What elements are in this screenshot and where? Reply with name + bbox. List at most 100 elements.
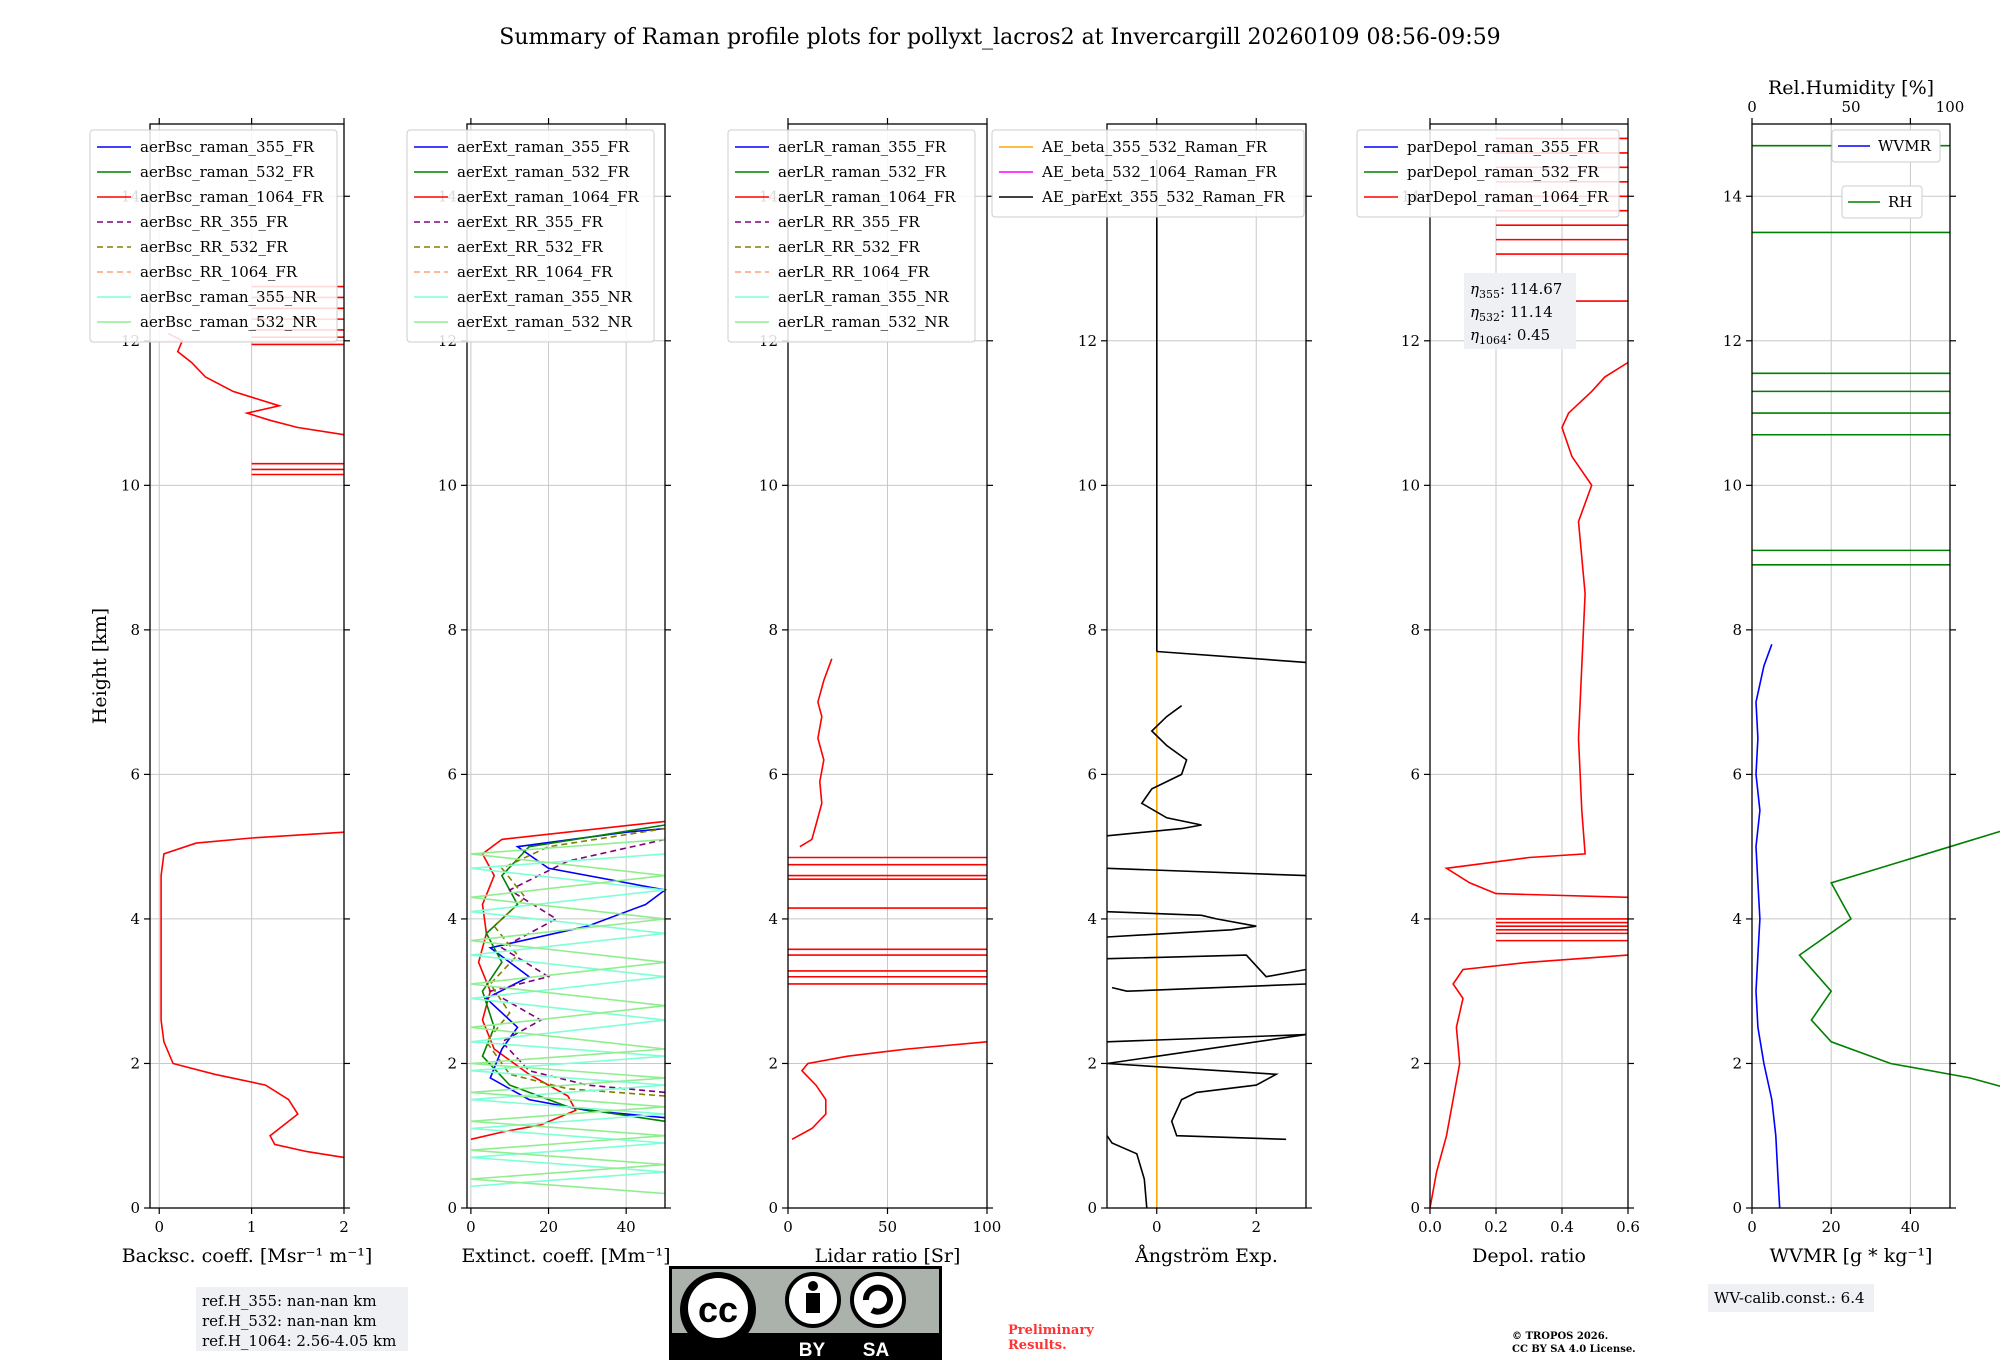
x-tick-label: 40 bbox=[617, 1218, 636, 1236]
y-tick-label: 2 bbox=[1732, 1054, 1742, 1072]
share-alike-arrow bbox=[862, 1284, 893, 1315]
legend-frame bbox=[991, 129, 1305, 218]
y-tick-label: 6 bbox=[447, 765, 457, 783]
y-tick-label: 2 bbox=[1410, 1054, 1420, 1072]
axes-frame bbox=[149, 123, 345, 1209]
eta-subscript: 355 bbox=[1479, 288, 1500, 301]
legend-label: aerBsc_raman_355_FR bbox=[140, 138, 315, 156]
series-RH bbox=[1798, 830, 2000, 1088]
legend-label: AE_parExt_355_532_Raman_FR bbox=[1041, 188, 1286, 206]
x-axis-label: WVMR [g * kg⁻¹] bbox=[1770, 1245, 1933, 1267]
legend-label: aerLR_raman_532_FR bbox=[778, 163, 947, 181]
legend-label: aerBsc_RR_1064_FR bbox=[140, 263, 298, 281]
x-tick-label: 0.0 bbox=[1418, 1218, 1442, 1236]
legend-label: aerLR_raman_355_NR bbox=[778, 288, 949, 306]
y-tick-label: 10 bbox=[1723, 476, 1742, 494]
x-tick-label: 0.4 bbox=[1550, 1218, 1574, 1236]
x-tick-label: 0.2 bbox=[1484, 1218, 1508, 1236]
cc-by-sa-badge: cc BY SA bbox=[669, 1266, 942, 1360]
legend-extinction: aerExt_raman_355_FR aerExt_raman_532_FRae… bbox=[406, 129, 655, 343]
y-tick-label: 2 bbox=[130, 1054, 140, 1072]
series-AE_parExt_355_532_Raman_FR_h bbox=[1106, 705, 1202, 837]
legend-label: aerBsc_raman_355_NR bbox=[140, 288, 317, 306]
legend-label: aerLR_RR_532_FR bbox=[778, 238, 920, 256]
y-tick-label: 12 bbox=[1401, 332, 1420, 350]
x-axis-label: Backsc. coeff. [Msr⁻¹ m⁻¹] bbox=[122, 1245, 373, 1267]
x-tick-label: 0 bbox=[1152, 1218, 1162, 1236]
legend-label: aerLR_raman_355_FR bbox=[778, 138, 947, 156]
legend-label: aerBsc_raman_532_NR bbox=[140, 313, 317, 331]
y-tick-label: 4 bbox=[447, 910, 457, 928]
legend-label: aerBsc_RR_355_FR bbox=[140, 213, 288, 231]
legend-label: aerExt_RR_532_FR bbox=[457, 238, 604, 256]
series-aerExt_RR_355_FR bbox=[488, 838, 666, 1094]
y-tick-label: 8 bbox=[1410, 621, 1420, 639]
x-tick-label: 0 bbox=[466, 1218, 476, 1236]
series-AE_parExt_355_532_Raman_FR_f bbox=[1106, 910, 1257, 938]
cc-circle-inner bbox=[688, 1278, 748, 1338]
y-tick-label: 4 bbox=[768, 910, 778, 928]
legend-frame bbox=[1356, 129, 1620, 218]
y-tick-label: 12 bbox=[1078, 332, 1097, 350]
axes-frame bbox=[466, 123, 666, 1209]
badge-sa: SA bbox=[863, 1340, 890, 1360]
y-tick-label: 8 bbox=[447, 621, 457, 639]
series-parDepol_raman_1064_FR_b bbox=[1444, 361, 1629, 899]
y-tick-label: 0 bbox=[1087, 1199, 1097, 1217]
eta-line: η355: 114.67 bbox=[1470, 280, 1562, 301]
legend-label: WVMR bbox=[1878, 137, 1932, 155]
legend-label: aerExt_RR_355_FR bbox=[457, 213, 604, 231]
legend-label: aerExt_raman_355_FR bbox=[457, 138, 630, 156]
panel-extinction: 0204002468101214Extinct. coeff. [Mm⁻¹]ae… bbox=[406, 118, 671, 1267]
eta-value: : 11.14 bbox=[1500, 303, 1553, 321]
eta-subscript: 532 bbox=[1479, 311, 1500, 324]
top-x-tick-label: 100 bbox=[1936, 98, 1965, 116]
y-tick-label: 6 bbox=[1410, 765, 1420, 783]
series-AE_parExt_355_532_Raman_FR_g bbox=[1106, 867, 1307, 877]
y-tick-label: 14 bbox=[1723, 187, 1742, 205]
attribution-head bbox=[808, 1281, 818, 1291]
series-aerBsc_raman_1064_FR bbox=[160, 831, 345, 1159]
series-AE_parExt_355_532_Raman_FR_j bbox=[1156, 650, 1307, 664]
y-tick-label: 8 bbox=[768, 621, 778, 639]
legend-label: aerLR_RR_355_FR bbox=[778, 213, 920, 231]
panel-backscatter: 01202468101214Backsc. coeff. [Msr⁻¹ m⁻¹]… bbox=[89, 118, 372, 1267]
eta-symbol: η bbox=[1470, 280, 1479, 298]
series-aerBsc_raman_1064_FR_upper bbox=[168, 332, 345, 436]
series-AE_parExt_355_532_Raman_FR bbox=[1106, 1135, 1148, 1209]
legend-label: aerBsc_RR_532_FR bbox=[140, 238, 288, 256]
y-tick-label: 10 bbox=[1401, 476, 1420, 494]
x-tick-label: 20 bbox=[539, 1218, 558, 1236]
ref-h-355: ref.H_355: nan-nan km bbox=[202, 1292, 377, 1310]
eta-line: η532: 11.14 bbox=[1470, 303, 1553, 324]
series-aerExt_raman_355_NR bbox=[470, 853, 666, 1188]
x-tick-label: 20 bbox=[1822, 1218, 1841, 1236]
legend-label: aerExt_raman_532_FR bbox=[457, 163, 630, 181]
copyright-line2: CC BY SA 4.0 License. bbox=[1512, 1344, 1636, 1355]
y-tick-label: 2 bbox=[447, 1054, 457, 1072]
y-axis-label: Height [km] bbox=[89, 608, 111, 724]
x-axis-label: Depol. ratio bbox=[1472, 1245, 1586, 1267]
panel-water_vapor: 0 20 40 0 2 4 6 8 10 12 14 WVMR [g * kg⁻¹] 0 50 100Rel… bbox=[1723, 77, 2000, 1267]
x-tick-label: 1 bbox=[247, 1218, 257, 1236]
x-tick-label: 2 bbox=[339, 1218, 349, 1236]
series-AE_parExt_355_532_Raman_FR_e bbox=[1106, 954, 1307, 978]
copyright-line1: © TROPOS 2026. bbox=[1512, 1331, 1608, 1342]
legend-backscatter: aerBsc_raman_355_FR aerBsc_raman_532_FRae… bbox=[89, 129, 338, 343]
legend-label: parDepol_raman_1064_FR bbox=[1407, 188, 1609, 206]
x-tick-label: 0 bbox=[783, 1218, 793, 1236]
legend-rh: RH bbox=[1841, 185, 1923, 219]
legend-label: parDepol_raman_355_FR bbox=[1407, 138, 1600, 156]
y-tick-label: 8 bbox=[1087, 621, 1097, 639]
eta-symbol: η bbox=[1470, 303, 1479, 321]
series-AE_parExt_355_532_Raman_FR_d bbox=[1111, 983, 1307, 993]
panels: 01202468101214Backsc. coeff. [Msr⁻¹ m⁻¹]… bbox=[89, 77, 2000, 1267]
wv-calib-const: WV-calib.const.: 6.4 bbox=[1714, 1289, 1865, 1307]
cc-letters: cc bbox=[698, 1289, 738, 1330]
x-tick-label: 50 bbox=[878, 1218, 897, 1236]
legend-label: RH bbox=[1888, 193, 1912, 211]
series-parDepol_raman_1064_FR bbox=[1429, 954, 1629, 1209]
eta-value: : 0.45 bbox=[1507, 326, 1550, 344]
y-tick-label: 10 bbox=[759, 476, 778, 494]
legend-label: aerLR_RR_1064_FR bbox=[778, 263, 930, 281]
